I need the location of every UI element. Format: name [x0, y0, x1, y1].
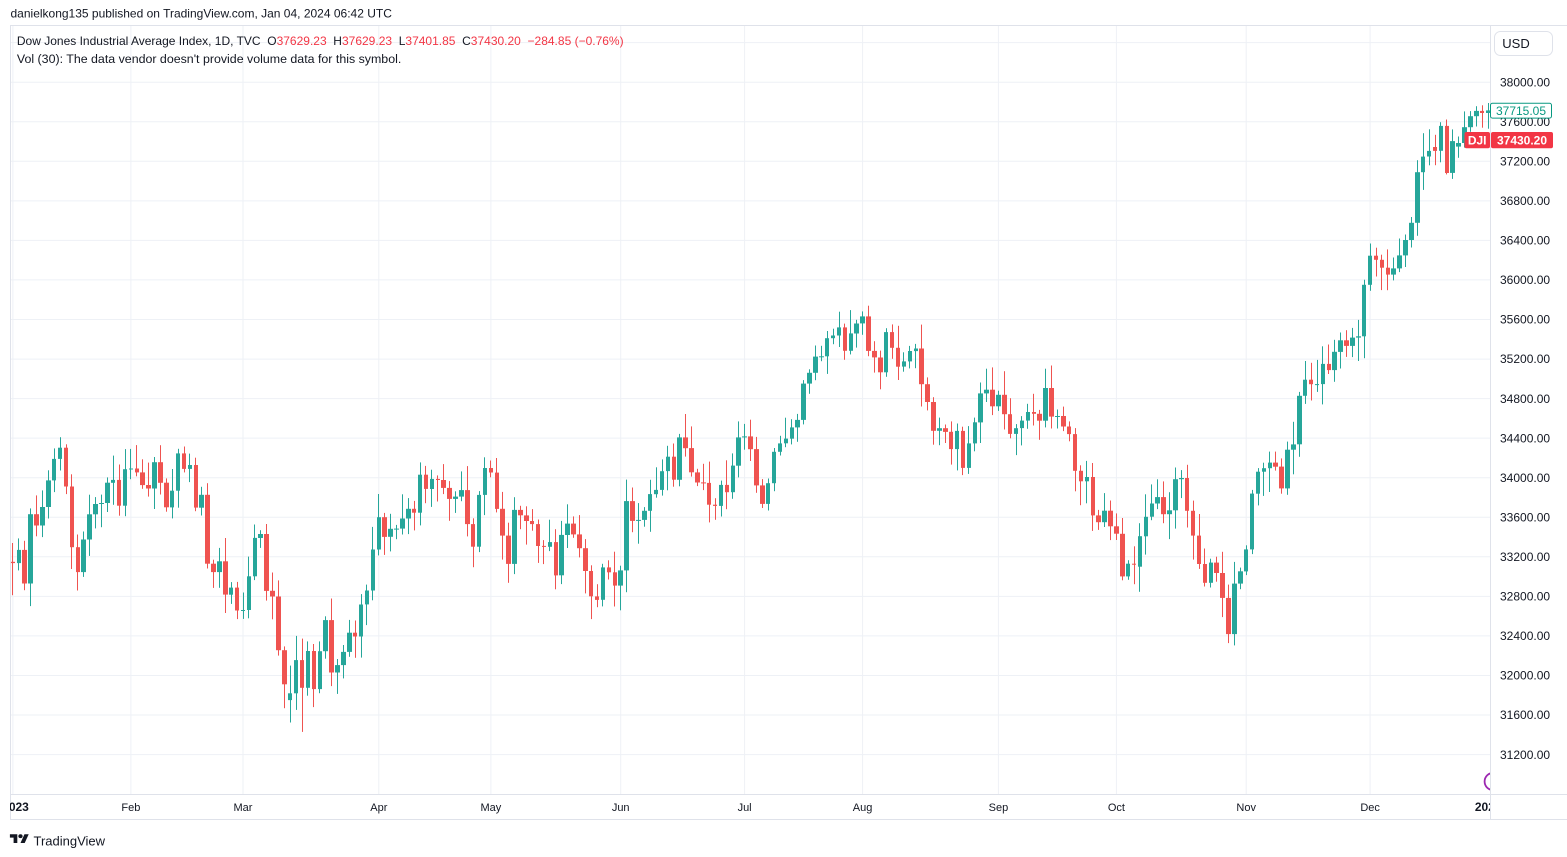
svg-text:Dec: Dec: [1360, 802, 1380, 814]
svg-text:32000.00: 32000.00: [1500, 669, 1550, 683]
svg-text:35600.00: 35600.00: [1500, 313, 1550, 327]
svg-text:Dow Jones Industrial Average I: Dow Jones Industrial Average Index, 1D, …: [17, 34, 624, 48]
svg-text:33200.00: 33200.00: [1500, 550, 1550, 564]
svg-text:37430.20: 37430.20: [1497, 134, 1547, 148]
svg-text:37200.00: 37200.00: [1500, 155, 1550, 169]
svg-text:2023: 2023: [2, 800, 29, 814]
svg-text:TradingView: TradingView: [34, 834, 106, 849]
svg-text:Mar: Mar: [234, 802, 253, 814]
svg-text:Nov: Nov: [1236, 802, 1256, 814]
svg-text:Jul: Jul: [738, 802, 752, 814]
svg-text:Aug: Aug: [853, 802, 873, 814]
svg-text:Apr: Apr: [370, 802, 387, 814]
svg-text:Feb: Feb: [121, 802, 140, 814]
svg-text:danielkong135 published on Tra: danielkong135 published on TradingView.c…: [11, 7, 393, 21]
svg-text:31200.00: 31200.00: [1500, 748, 1550, 762]
svg-text:36000.00: 36000.00: [1500, 273, 1550, 287]
svg-text:34000.00: 34000.00: [1500, 471, 1550, 485]
svg-text:Oct: Oct: [1108, 802, 1125, 814]
svg-text:DJI: DJI: [1468, 134, 1487, 148]
svg-text:Jun: Jun: [612, 802, 630, 814]
svg-text:37715.05: 37715.05: [1496, 104, 1546, 118]
svg-text:34800.00: 34800.00: [1500, 392, 1550, 406]
svg-text:38000.00: 38000.00: [1500, 75, 1550, 89]
svg-text:32800.00: 32800.00: [1500, 590, 1550, 604]
svg-text:2024: 2024: [1475, 800, 1502, 814]
svg-text:32400.00: 32400.00: [1500, 629, 1550, 643]
svg-text:31600.00: 31600.00: [1500, 708, 1550, 722]
svg-text:36800.00: 36800.00: [1500, 194, 1550, 208]
svg-text:Sep: Sep: [989, 802, 1009, 814]
svg-text:36400.00: 36400.00: [1500, 234, 1550, 248]
svg-text:33600.00: 33600.00: [1500, 511, 1550, 525]
svg-text:USD: USD: [1502, 36, 1529, 51]
svg-text:May: May: [481, 802, 502, 814]
svg-text:Vol (30): The data vendor does: Vol (30): The data vendor doesn't provid…: [17, 52, 401, 66]
svg-text:35200.00: 35200.00: [1500, 352, 1550, 366]
svg-text:34400.00: 34400.00: [1500, 431, 1550, 445]
